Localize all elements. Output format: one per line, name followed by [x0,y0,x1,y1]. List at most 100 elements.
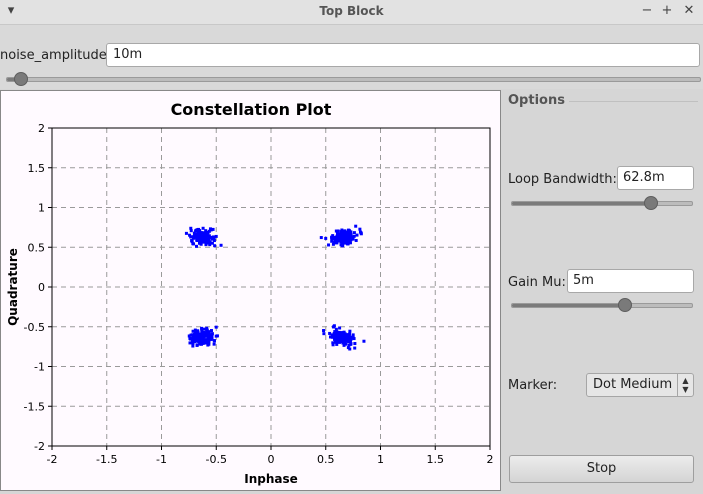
constellation-point [354,238,358,242]
gain-mu-input[interactable]: 5m [567,269,694,293]
y-tick-label: 2 [38,122,45,135]
constellation-point [214,325,218,329]
constellation-point [214,234,218,238]
constellation-point [341,332,345,336]
loop-slider-handle[interactable] [643,196,658,210]
gain-slider-handle[interactable] [618,298,633,312]
y-tick-label: 1.5 [28,162,46,175]
noise-amplitude-slider[interactable] [6,72,701,86]
constellation-point [200,332,204,336]
plot-grid [52,128,490,446]
constellation-point [330,335,334,339]
constellation-point [188,337,192,341]
constellation-point [210,336,214,340]
x-tick-label: 1.5 [427,453,445,466]
constellation-point [193,338,197,342]
maximize-icon[interactable]: + [661,3,673,18]
constellation-point [189,229,193,233]
constellation-point [342,343,346,347]
constellation-cluster [184,226,223,248]
constellation-point [209,337,213,341]
constellation-point [341,341,345,345]
constellation-point [202,330,206,334]
constellation-point [344,342,348,346]
y-tick-labels: 2 1.5 1 0.5 0 -0.5 -1 -1.5 -2 [24,122,52,453]
constellation-point [212,339,216,343]
window-titlebar: ▾ Top Block − + ✕ [0,0,703,25]
constellation-point [206,239,210,243]
constellation-point [196,330,200,334]
constellation-point [193,333,197,337]
constellation-point [334,229,338,233]
constellation-point [339,337,343,341]
constellation-point [330,333,334,337]
constellation-point [201,226,205,230]
constellation-plot-svg: Constellation Plot -2 -1.5 -1 -0.5 0 0.5 1 1.5 2… [6,100,494,486]
constellation-point [331,341,335,345]
constellation-point [349,232,353,236]
close-icon[interactable]: ✕ [683,3,695,18]
constellation-point [192,236,196,240]
constellation-point [214,334,218,338]
constellation-point [201,338,205,342]
constellation-point [341,236,345,240]
chevron-down-icon[interactable]: ▾ [7,3,15,18]
constellation-point [206,235,210,239]
loop-bandwidth-slider[interactable] [511,196,693,210]
updown-arrows-icon: ▲ ▼ [677,374,693,396]
constellation-point [191,336,195,340]
constellation-point [196,231,200,235]
y-tick-label: -1 [34,361,45,374]
marker-select[interactable]: Dot Medium ▲ ▼ [586,373,694,397]
constellation-point [187,334,191,338]
constellation-cluster [319,224,363,248]
constellation-point [340,228,344,232]
constellation-point [336,335,340,339]
constellation-point [196,329,200,333]
constellation-point [349,342,353,346]
constellation-cluster [187,325,219,348]
constellation-point [333,241,337,245]
constellation-point [353,342,357,346]
constellation-point [351,237,355,241]
gain-mu-slider[interactable] [511,298,693,312]
constellation-point [190,235,194,239]
constellation-point [339,232,343,236]
constellation-point [345,334,349,338]
loop-slider-fill [512,202,651,205]
constellation-point [343,231,347,235]
noise-slider-handle[interactable] [13,72,28,86]
constellation-point [328,335,332,339]
constellation-point [199,342,203,346]
constellation-point [332,331,336,335]
constellation-point [195,233,199,237]
window-title: Top Block [319,4,384,18]
constellation-point [324,236,328,240]
constellation-point [201,235,205,239]
noise-amplitude-input[interactable]: 10m [106,43,700,67]
stop-button[interactable]: Stop [509,455,694,483]
constellation-point [348,329,352,333]
constellation-point [334,327,338,331]
constellation-point [197,333,201,337]
constellation-point [346,232,350,236]
constellation-point [207,338,211,342]
constellation-point [212,342,216,346]
constellation-point [345,239,349,243]
constellation-point [204,237,208,241]
minimize-icon[interactable]: − [641,3,653,18]
constellation-point [184,231,188,235]
constellation-point [208,243,212,247]
constellation-point [205,334,209,338]
constellation-point [339,230,343,234]
loop-bandwidth-input[interactable]: 62.8m [617,166,694,190]
constellation-point [343,335,347,339]
constellation-point [191,344,195,348]
x-tick-label: -2 [47,453,58,466]
constellation-point [350,335,354,339]
constellation-point [347,343,351,347]
constellation-points [184,224,366,351]
constellation-point [340,240,344,244]
gain-mu-label: Gain Mu: [508,275,566,290]
constellation-point [335,330,339,334]
